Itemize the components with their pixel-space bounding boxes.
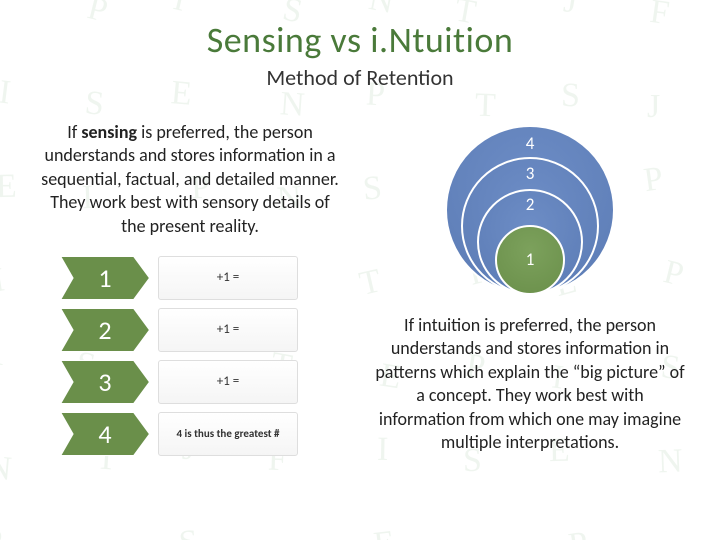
left-column: If sensing is preferred, the person unde… [30,121,350,456]
page-subtitle: Method of Retention [0,64,720,91]
circle-label: 4 [526,133,535,154]
step-number: 1 [98,262,111,294]
step-chevron: 4 [60,412,150,456]
sensing-text-pre: If [67,121,81,143]
page-title: Sensing vs i.Ntuition [0,0,720,62]
step-chevron: 1 [60,256,150,300]
step-number: 4 [98,418,111,450]
step-row: 2 +1 = [60,308,350,352]
step-label: 4 is thus the greatest # [158,412,298,456]
circle-label: 1 [526,249,535,270]
concentric-circles-wrap: 4 3 2 1 [370,121,690,314]
concentric-circles-diagram: 4 3 2 1 [435,125,625,300]
slide-content: Sensing vs i.Ntuition Method of Retentio… [0,0,720,540]
two-column-layout: If sensing is preferred, the person unde… [0,91,720,456]
step-row: 4 4 is thus the greatest # [60,412,350,456]
step-number: 2 [98,314,111,346]
sensing-text-bold: sensing [81,121,137,143]
sensing-paragraph: If sensing is preferred, the person unde… [30,121,350,256]
step-chevron: 2 [60,308,150,352]
step-label: +1 = [158,256,298,300]
sequential-steps-list: 1 +1 = 2 +1 = 3 +1 = 4 4 is thus the greatest # [30,256,350,456]
circle-label: 3 [526,163,535,184]
step-row: 1 +1 = [60,256,350,300]
step-label: +1 = [158,308,298,352]
circle-label: 2 [526,194,535,215]
step-number: 3 [98,366,111,398]
step-label: +1 = [158,360,298,404]
concentric-circle: 1 [495,225,565,295]
step-row: 3 +1 = [60,360,350,404]
right-column: 4 3 2 1 If intuition is preferred, the pers… [370,121,690,456]
step-chevron: 3 [60,360,150,404]
intuition-paragraph: If intuition is preferred, the person un… [370,314,690,454]
